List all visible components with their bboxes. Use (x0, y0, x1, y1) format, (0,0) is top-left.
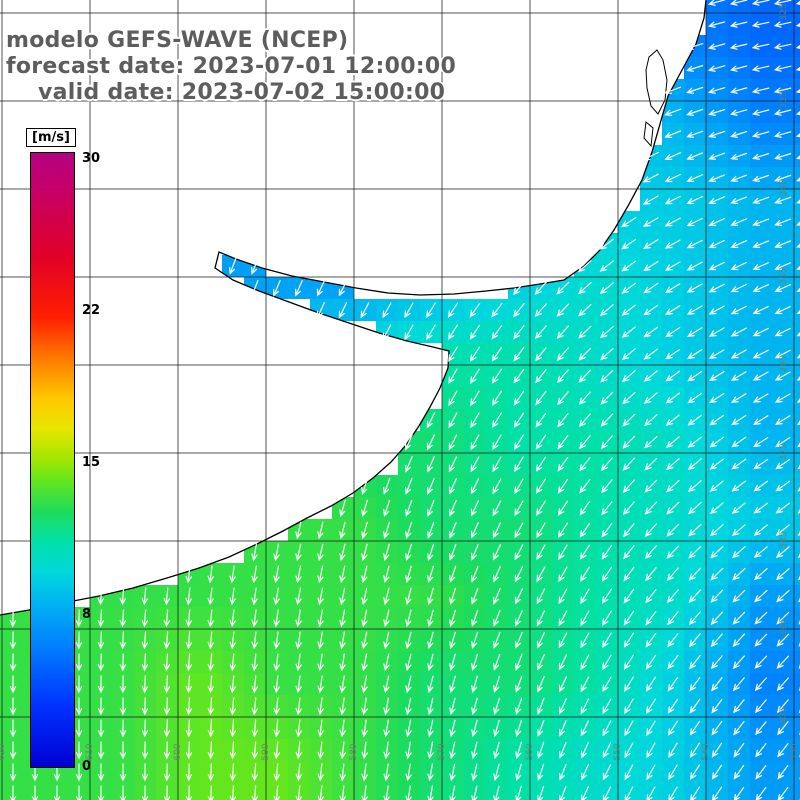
land-polygon (0, 0, 706, 615)
lagoon-outline (645, 49, 668, 115)
coastline (0, 0, 707, 616)
land-layer (0, 0, 707, 616)
lagoon-outline (643, 121, 654, 148)
